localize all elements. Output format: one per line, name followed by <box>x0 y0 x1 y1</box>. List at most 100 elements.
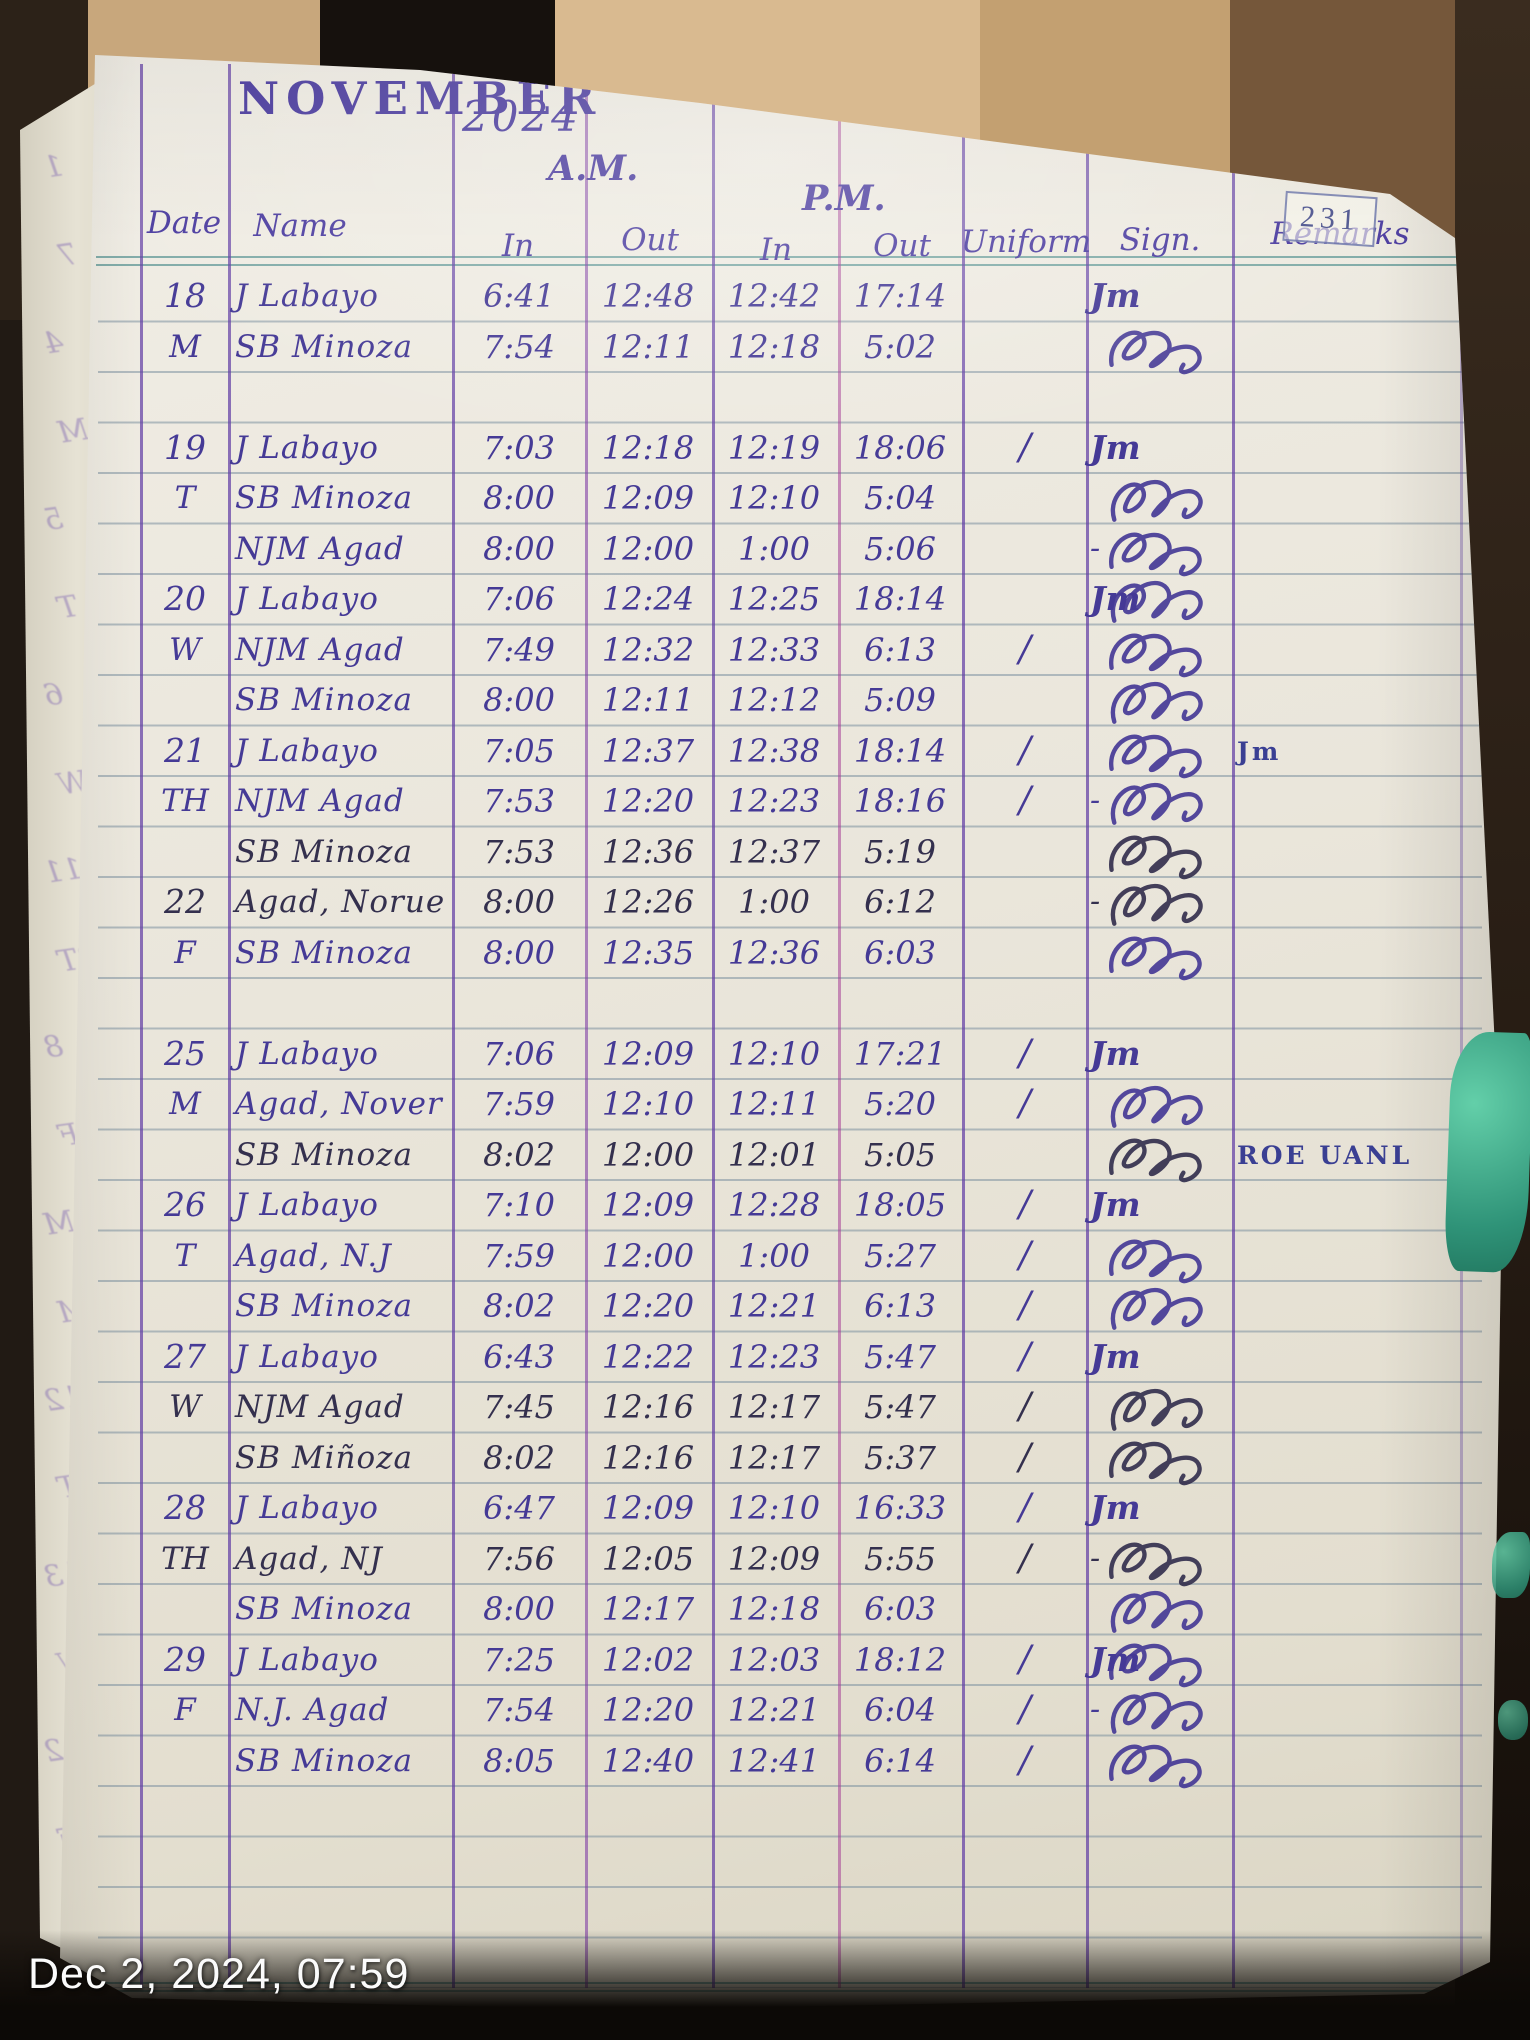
pm-out-cell: 18:05 <box>853 1186 947 1224</box>
pm-out-cell: 6:14 <box>864 1741 936 1780</box>
attendance-row: - Jm <box>95 979 1490 1030</box>
pm-out-cell: 5:06 <box>864 529 936 568</box>
am-out-cell: 12:48 <box>601 277 695 315</box>
am-out-cell: 12:02 <box>601 1640 695 1679</box>
am-in-cell: 8:00 <box>483 883 555 921</box>
attendance-row: M SB Minoza 7:54 12:11 12:18 5:02 - Jm <box>95 323 1490 374</box>
signature-initials: Jm <box>1090 1488 1141 1527</box>
am-in-cell: 8:00 <box>483 1590 555 1628</box>
signature-scribble <box>1110 782 1203 825</box>
pm-header: P.M. <box>802 178 886 219</box>
pm-out-cell: 6:13 <box>864 1287 936 1325</box>
pm-out-cell: 5:05 <box>864 1135 936 1174</box>
am-out-cell: 12:20 <box>601 782 695 820</box>
pm-in-cell: 12:11 <box>727 1085 821 1123</box>
signature-cell: - Jm <box>1090 1484 1235 1538</box>
signature-scribble <box>1109 1643 1202 1687</box>
margin-mark: 8 <box>41 1028 66 1067</box>
am-in-cell: 6:43 <box>483 1337 555 1376</box>
camera-timestamp: Dec 2, 2024, 07:59 <box>28 1950 410 1998</box>
date-cell: 21 <box>164 730 206 770</box>
signature-initials: Jm <box>1090 276 1141 315</box>
pm-in-cell: 12:21 <box>727 1287 821 1325</box>
uniform-check-cell: / <box>1018 780 1032 821</box>
name-cell: J Labayo <box>235 1490 379 1526</box>
uniform-check-cell: / <box>1018 1487 1032 1528</box>
pm-out-cell: 18:14 <box>853 580 947 618</box>
date-cell: 27 <box>164 1336 206 1376</box>
am-out-cell: 12:09 <box>601 479 695 517</box>
am-in-cell: 7:03 <box>483 428 555 467</box>
pm-in-cell: 12:18 <box>727 1590 821 1628</box>
signature-scribble <box>1109 330 1202 374</box>
attendance-rows: 18 J Labayo 6:41 12:48 12:42 17:14 - Jm … <box>95 272 1490 1838</box>
tape-mark <box>1498 1700 1528 1740</box>
column-line <box>1460 64 1463 1988</box>
am-out-cell: 12:05 <box>601 1539 695 1578</box>
am-in-cell: 8:05 <box>483 1741 555 1780</box>
am-out-cell: 12:35 <box>601 933 695 972</box>
pm-out-cell: 18:16 <box>853 782 947 820</box>
column-line <box>962 64 965 1988</box>
column-header-am-in: In <box>501 228 535 264</box>
signature-scribble <box>1109 734 1202 778</box>
remarks-cell: ROE UANL <box>1237 1140 1413 1170</box>
am-out-cell: 12:16 <box>601 1388 695 1426</box>
am-in-cell: 6:41 <box>483 277 555 315</box>
signature-initials: Jm <box>1090 1185 1141 1224</box>
dash-mark: - <box>1090 884 1101 919</box>
date-cell: 28 <box>164 1488 206 1527</box>
pm-in-cell: 12:18 <box>727 327 821 366</box>
signature-cell: - Jm <box>1090 1030 1235 1084</box>
pm-in-cell: 12:21 <box>727 1691 821 1729</box>
column-line <box>140 64 143 1988</box>
bottom-shadow <box>0 1930 1530 2040</box>
am-in-cell: 8:02 <box>483 1287 555 1325</box>
uniform-check-cell: / <box>1018 1689 1032 1730</box>
date-cell: 26 <box>164 1185 206 1224</box>
pm-in-cell: 12:17 <box>727 1438 821 1477</box>
name-cell: SB Minoza <box>235 1136 413 1173</box>
am-out-cell: 12:00 <box>601 1135 695 1174</box>
name-cell: Agad, N.J <box>235 1237 392 1274</box>
attendance-row: M Agad, Nover 7:59 12:10 12:11 5:20 / - … <box>95 1080 1490 1131</box>
pm-in-cell: 1:00 <box>738 529 810 568</box>
date-cell: W <box>169 631 201 668</box>
am-in-cell: 7:54 <box>483 1691 555 1729</box>
am-in-cell: 7:45 <box>483 1388 555 1426</box>
signature-cell: - Jm <box>1090 525 1235 577</box>
uniform-check-cell: / <box>1018 1285 1032 1326</box>
pm-in-cell: 12:25 <box>727 580 821 618</box>
name-cell: SB Minoza <box>235 1288 413 1324</box>
pm-out-cell: 6:04 <box>864 1691 936 1729</box>
am-out-cell: 12:40 <box>601 1741 695 1780</box>
name-cell: Agad, Nover <box>235 1086 443 1122</box>
dash-mark: - <box>1090 530 1101 566</box>
attendance-row: 20 J Labayo 7:06 12:24 12:25 18:14 - Jm <box>95 575 1490 626</box>
name-cell: SB Minoza <box>235 833 413 870</box>
signature-cell: - Jm <box>1090 272 1235 326</box>
column-header-uniform: Uniform <box>960 224 1092 260</box>
name-cell: NJM Agad <box>235 783 405 819</box>
signature-cell: - Jm <box>1090 575 1235 629</box>
header-rule <box>96 256 1461 258</box>
remarks-cell: Jm <box>1237 736 1282 766</box>
attendance-row: 21 J Labayo 7:05 12:37 12:38 18:14 / - J… <box>95 727 1490 778</box>
date-cell: T <box>174 480 196 516</box>
column-header-am-out: Out <box>621 222 679 258</box>
signature-scribble <box>1110 681 1203 724</box>
date-cell: 20 <box>164 579 206 618</box>
pm-in-cell: 12:10 <box>727 479 821 517</box>
am-in-cell: 8:02 <box>483 1438 555 1477</box>
date-cell: 25 <box>164 1033 206 1073</box>
signature-cell: - Jm <box>1090 1535 1235 1587</box>
uniform-check-cell: / <box>1018 1739 1032 1781</box>
pm-out-cell: 18:12 <box>853 1640 947 1679</box>
ruled-lines <box>98 272 1482 1988</box>
margin-mark: 11 <box>41 851 85 892</box>
margin-mark: M <box>41 1204 78 1243</box>
am-in-cell: 7:54 <box>483 327 555 366</box>
name-cell: J Labayo <box>235 1187 379 1223</box>
